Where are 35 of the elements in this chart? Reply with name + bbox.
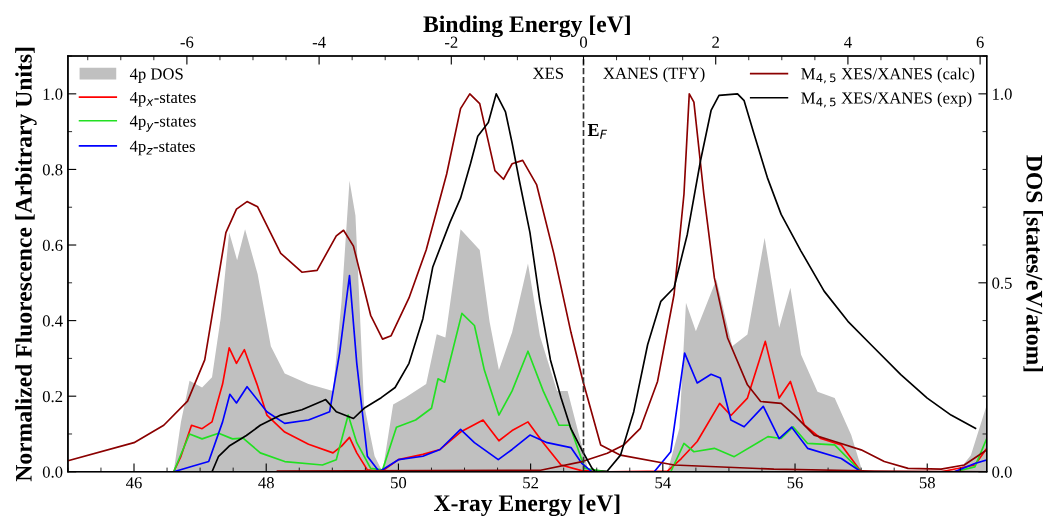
y2-tick-label: 1.0 — [993, 88, 1012, 100]
y-tick-label: 0.6 — [42, 239, 63, 252]
x-tick-label: 48 — [258, 477, 274, 489]
x2-tick-label: 0 — [579, 36, 588, 48]
legend-label: 4p DOS — [129, 68, 183, 83]
y2-axis-title: DOS [states/eV/atom] — [1023, 155, 1043, 372]
y-tick-label: 1.0 — [43, 88, 63, 100]
x-tick-label: 58 — [919, 477, 935, 489]
y-tick-label: 0.0 — [42, 466, 63, 478]
x-tick-label: 50 — [391, 477, 407, 489]
x-tick-label: 46 — [126, 477, 142, 489]
x2-tick-label: 2 — [712, 36, 719, 48]
x2-tick-label: -4 — [312, 36, 326, 48]
annotation: XES — [532, 67, 564, 79]
legend-label: 4p$_{z}$-states — [129, 140, 195, 156]
legend-label: M$_{4,5}$ XES/XANES (calc) — [801, 67, 975, 84]
x-tick-label: 52 — [523, 477, 539, 489]
ref-line-label: E$_{F}$ — [587, 124, 608, 139]
y-axis-title: Normalized Fluorescence [Arbitrary Units] — [15, 47, 37, 482]
x2-tick-label: -6 — [180, 36, 194, 48]
legend-label: 4p$_{x}$-states — [129, 91, 196, 107]
legend-label: 4p$_{y}$-states — [129, 115, 196, 132]
y2-tick-label: 0.0 — [992, 466, 1012, 478]
y-tick-label: 0.4 — [42, 315, 63, 327]
x2-tick-label: 6 — [976, 36, 984, 48]
y-tick-label: 0.2 — [42, 390, 63, 403]
legend-label: M$_{4,5}$ XES/XANES (exp) — [801, 91, 972, 108]
x-axis-title: X-ray Energy [eV] — [434, 494, 620, 517]
y2-tick-label: 0.5 — [992, 277, 1012, 289]
y-tick-label: 0.8 — [42, 164, 63, 176]
x2-tick-label: -2 — [444, 36, 458, 48]
annotation: XANES (TFY) — [603, 67, 705, 83]
x-tick-label: 56 — [787, 477, 803, 489]
x-tick-label: 54 — [655, 477, 671, 489]
x2-tick-label: 4 — [844, 36, 852, 48]
